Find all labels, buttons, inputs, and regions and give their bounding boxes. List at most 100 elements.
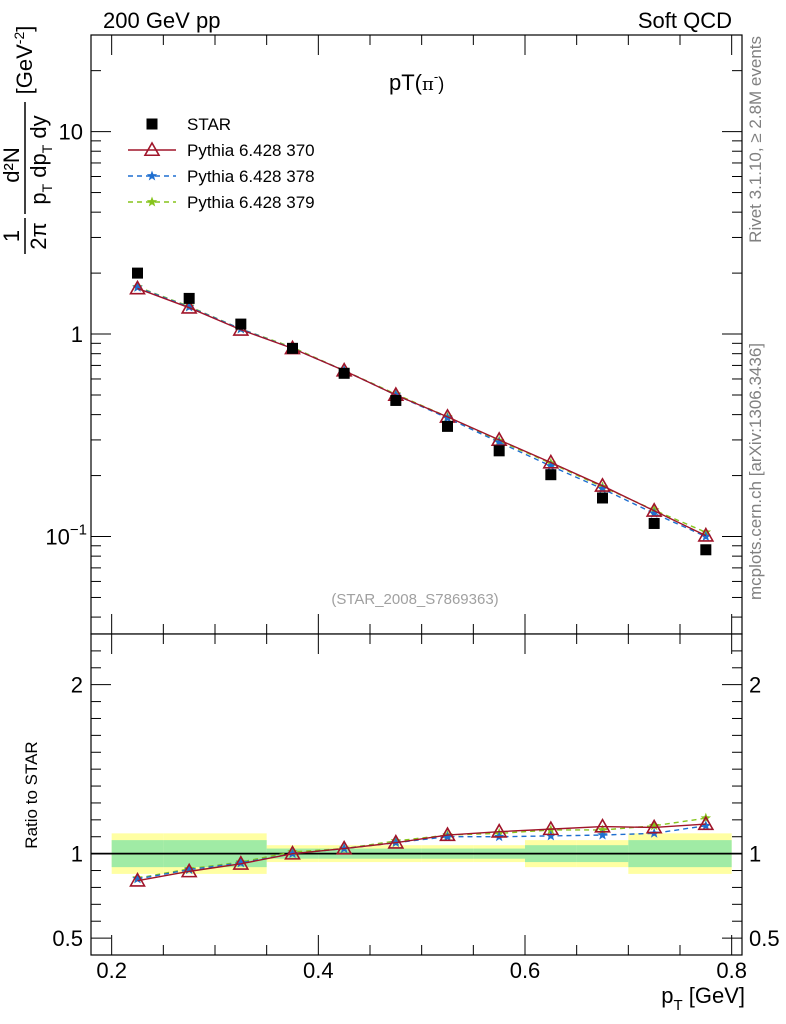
x-axis-label-unit: [GeV] <box>683 983 745 1008</box>
ratio-data-point <box>442 831 453 842</box>
ratio-data-point <box>129 872 146 887</box>
ratio-data-point <box>232 855 250 870</box>
main-y-tick-label: 1 <box>71 322 83 347</box>
x-tick-label: 0.8 <box>716 958 747 983</box>
legend: STAR Pythia 6.428 370 Pythia 6.428 378 Pyth… <box>128 115 315 212</box>
ratio-data-point <box>597 829 608 840</box>
main-data-point <box>183 301 195 312</box>
ratio-series-line <box>137 823 706 882</box>
x-tick-label: 0.4 <box>303 958 334 983</box>
main-data-point <box>545 469 557 481</box>
ratio-y-tick-label: 2 <box>71 673 83 698</box>
mcplots-label: mcplots.cern.ch [arXiv:1306.3436] <box>746 343 765 600</box>
main-y-tick-label: 10−1 <box>45 522 87 550</box>
ylabel-denominator: pT dpT dy <box>26 115 55 204</box>
ratio-y-axis-label: Ratio to STAR <box>22 741 41 848</box>
ratio-data-point <box>700 820 712 831</box>
main-plot-area <box>91 35 742 634</box>
ratio-data-point <box>594 817 611 833</box>
ylabel-two-pi: 2π <box>26 222 51 249</box>
ylabel-numerator: d²N <box>0 147 24 182</box>
ratio-data-point <box>335 839 353 855</box>
main-data-point <box>287 342 298 354</box>
main-data-point <box>645 502 663 517</box>
main-data-point <box>597 492 608 504</box>
main-data-point <box>129 279 146 295</box>
panel-title-symbol: π <box>422 74 434 95</box>
x-tick-label: 0.2 <box>96 958 127 983</box>
ratio-data-point <box>645 818 663 834</box>
main-data-point <box>235 318 247 330</box>
ratio-data-point <box>542 820 560 836</box>
ylabel-unit: [GeV-2] <box>11 26 37 95</box>
ylabel-unit-sup: -2 <box>11 32 27 45</box>
legend-label: STAR <box>187 115 231 134</box>
ratio-y-tick-label-right: 1 <box>749 842 761 867</box>
main-series-line <box>137 287 707 537</box>
main-axes-layer: 10−1 1 10 <box>45 34 743 635</box>
ratio-series-layer <box>129 812 715 887</box>
ratio-y-tick-label-right: 2 <box>749 673 761 698</box>
legend-marker <box>146 170 158 181</box>
ratio-panel <box>91 634 742 955</box>
x-axis-label: pT [GeV] <box>661 983 745 1014</box>
legend-label: Pythia 6.428 378 <box>187 167 315 186</box>
x-tick-label: 0.6 <box>510 958 541 983</box>
ratio-series-line <box>137 817 706 879</box>
main-data-point <box>490 431 508 446</box>
ratio-data-point <box>235 857 247 868</box>
main-data-point <box>338 367 350 379</box>
ratio-frame <box>90 633 743 956</box>
main-series-layer <box>129 267 715 556</box>
ratio-data-point <box>597 824 608 835</box>
ratio-y-tick-label-right: 0.5 <box>749 926 780 951</box>
main-data-point <box>132 281 143 292</box>
main-data-point <box>700 544 712 556</box>
legend-marker <box>146 196 158 207</box>
main-data-point <box>545 460 557 471</box>
main-data-point <box>697 527 715 542</box>
ylabel-unit-close: ] <box>12 26 37 32</box>
header-right: Soft QCD <box>638 8 732 33</box>
main-data-point <box>180 299 198 314</box>
ratio-data-point <box>439 826 456 842</box>
main-panel <box>91 35 742 634</box>
main-y-tick-label: 10 <box>59 120 83 145</box>
main-data-point <box>648 517 660 529</box>
ratio-data-point <box>697 815 715 831</box>
ratio-data-point <box>183 864 195 875</box>
main-data-point <box>442 420 453 432</box>
ratio-data-point <box>490 823 508 838</box>
header-left: 200 GeV pp <box>103 8 220 33</box>
main-data-point <box>700 531 712 541</box>
legend-marker <box>146 118 158 130</box>
main-data-point <box>542 453 560 469</box>
panel-title: pT(π-) <box>389 69 444 95</box>
x-axis-label-main: p <box>661 983 673 1008</box>
ratio-data-point <box>387 834 405 849</box>
panel-title-sup: - <box>434 69 438 84</box>
main-data-point <box>493 436 505 447</box>
panel-title-main: pT( <box>389 70 423 95</box>
main-data-point <box>183 292 195 304</box>
ratio-axes-layer: 0.5 0.5 1 1 2 2 0.2 0.4 0.6 0.8 <box>52 633 780 983</box>
main-data-point <box>132 267 143 279</box>
main-y-axis-label: 1 2π d²N pT dpT dy [GeV-2] <box>0 26 55 254</box>
main-data-point <box>594 477 611 492</box>
legend-marker <box>143 141 161 157</box>
ratio-plot-area <box>91 634 742 955</box>
rivet-label: Rivet 3.1.10, ≥ 2.8M events <box>746 36 765 243</box>
ratio-data-point <box>284 845 301 860</box>
main-data-point <box>597 483 608 494</box>
ylabel-unit-main: [GeV <box>12 44 37 94</box>
ratio-data-point <box>648 820 660 831</box>
ratio-data-point <box>545 830 557 841</box>
main-data-point <box>390 394 402 406</box>
ylabel-one: 1 <box>0 230 24 242</box>
x-axis-label-sub: T <box>673 997 682 1014</box>
ratio-data-point <box>132 873 143 884</box>
analysis-id: (STAR_2008_S7869363) <box>331 591 498 608</box>
main-data-point <box>493 445 505 457</box>
legend-label: Pythia 6.428 370 <box>187 141 315 160</box>
